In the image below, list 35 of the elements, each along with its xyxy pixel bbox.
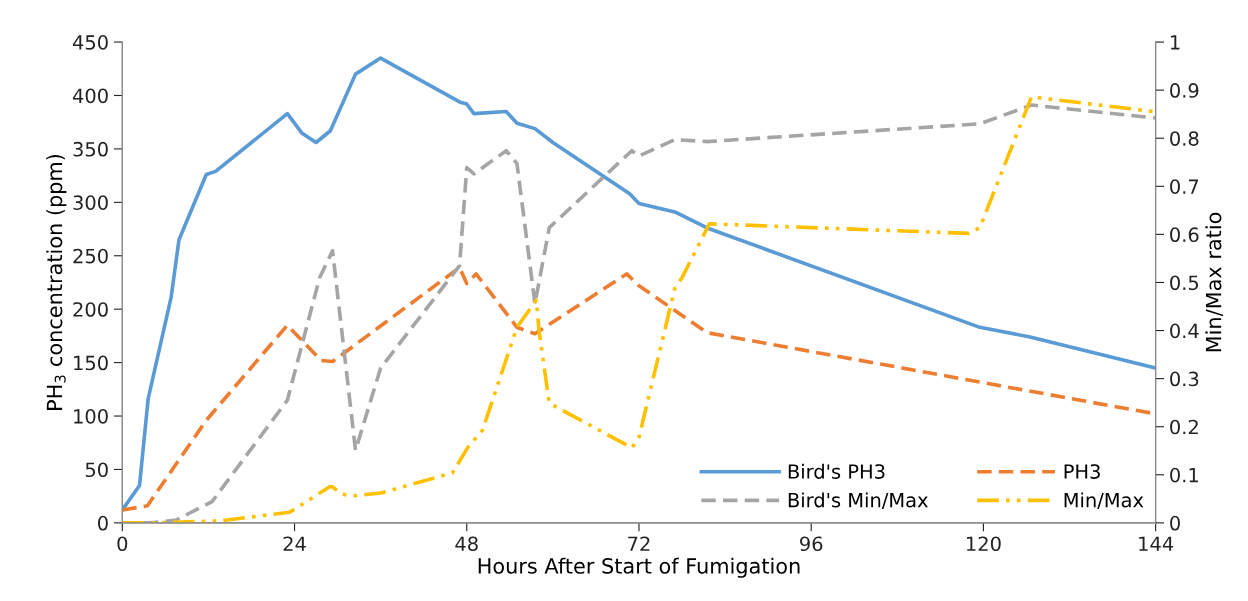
y-tick-label: 400 <box>72 88 108 104</box>
y-tick-label: 300 <box>73 195 108 210</box>
y2-tick-label: 0.1 <box>1170 467 1198 483</box>
y2-tick-label: 1 <box>1170 35 1180 50</box>
x-tick-label: 144 <box>1139 536 1174 551</box>
y-tick-label: 0 <box>98 515 108 531</box>
y-tick-label: 450 <box>72 35 108 50</box>
y2-tick-label: 0 <box>1170 515 1180 531</box>
y2-tick-label: 0.5 <box>1170 275 1199 291</box>
x-tick-label: 120 <box>967 536 1001 552</box>
y2-tick-label: 0.9 <box>1170 83 1199 98</box>
y-tick-label: 100 <box>74 408 108 424</box>
legend-label: Bird's Min/Max <box>788 492 928 509</box>
y2-tick-label: 0.6 <box>1170 227 1199 243</box>
x-axis-title: Hours After Start of Fumigation <box>478 557 800 578</box>
y-tick-label: 250 <box>73 248 108 264</box>
y2-tick-label: 0.4 <box>1170 323 1199 339</box>
x-tick-label: 0 <box>117 536 128 552</box>
x-tick-label: 72 <box>628 536 650 551</box>
y2-tick-label: 0.8 <box>1170 131 1199 146</box>
x-tick-label: 96 <box>800 536 823 552</box>
y-tick-label: 50 <box>85 462 108 478</box>
legend-label: Bird's PH3 <box>788 463 885 479</box>
x-tick-label: 24 <box>283 536 306 551</box>
legend-label: PH3 <box>1064 464 1100 479</box>
y-tick-label: 150 <box>74 355 108 371</box>
y-axis-title: PH$_{3}$ concentration (ppm) <box>46 154 67 410</box>
y-tick-label: 350 <box>73 141 108 157</box>
y2-tick-label: 0.3 <box>1170 371 1199 387</box>
y2-tick-label: 0.7 <box>1170 179 1199 194</box>
legend-label: Min/Max <box>1064 492 1144 509</box>
x-tick-label: 48 <box>455 536 478 552</box>
y2-axis-title: Min/Max ratio <box>1205 212 1224 352</box>
y2-tick-label: 0.2 <box>1170 419 1198 435</box>
y-tick-label: 200 <box>73 302 108 317</box>
